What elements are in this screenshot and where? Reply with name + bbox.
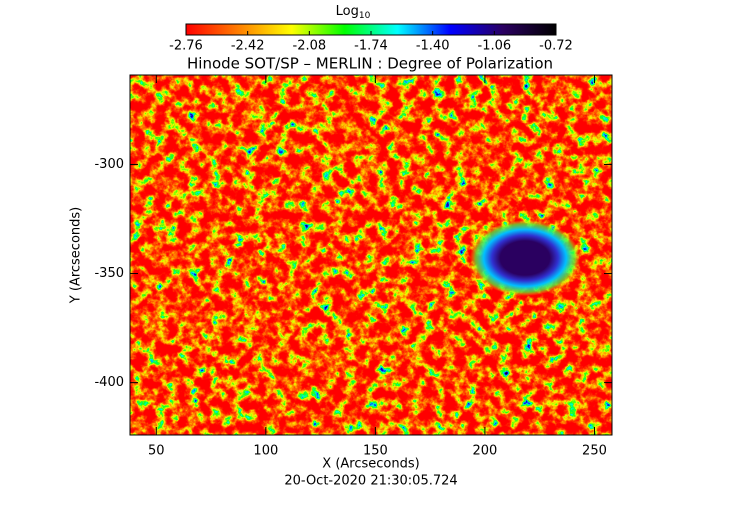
chart-title: Hinode SOT/SP – MERLIN : Degree of Polar… [187, 55, 553, 73]
x-tick-label: 50 [148, 444, 165, 459]
colorbar-label-text: Log [336, 4, 359, 19]
colorbar-tick-label: -1.06 [478, 39, 512, 54]
colorbar-tick-label: -1.74 [354, 39, 388, 54]
y-axis-label: Y (Arcseconds) [69, 207, 84, 304]
y-tick-label: -300 [94, 157, 124, 172]
plot-frame [129, 74, 613, 436]
x-tick-label: 250 [582, 444, 607, 459]
colorbar-tick-label: -0.72 [539, 39, 573, 54]
x-tick-label: 100 [253, 444, 278, 459]
image [130, 75, 612, 435]
colorbar-label-subscript: 10 [359, 11, 371, 21]
colorbar-label: Log10 [336, 4, 371, 21]
colorbar-tick-label: -1.40 [416, 39, 450, 54]
colorbar-tick-label: -2.42 [231, 39, 265, 54]
x-axis-label: X (Arcseconds) [322, 457, 419, 472]
y-tick-label: -400 [94, 375, 124, 390]
x-tick-label: 150 [363, 444, 388, 459]
sunspot [470, 220, 580, 296]
y-tick-label: -350 [94, 266, 124, 281]
colorbar-tick-label: -2.08 [293, 39, 327, 54]
colorbar-tick-label: -2.76 [169, 39, 203, 54]
x-tick-label: 200 [473, 444, 498, 459]
footer: 20-Oct-2020 21:30:05.724 [284, 474, 457, 489]
